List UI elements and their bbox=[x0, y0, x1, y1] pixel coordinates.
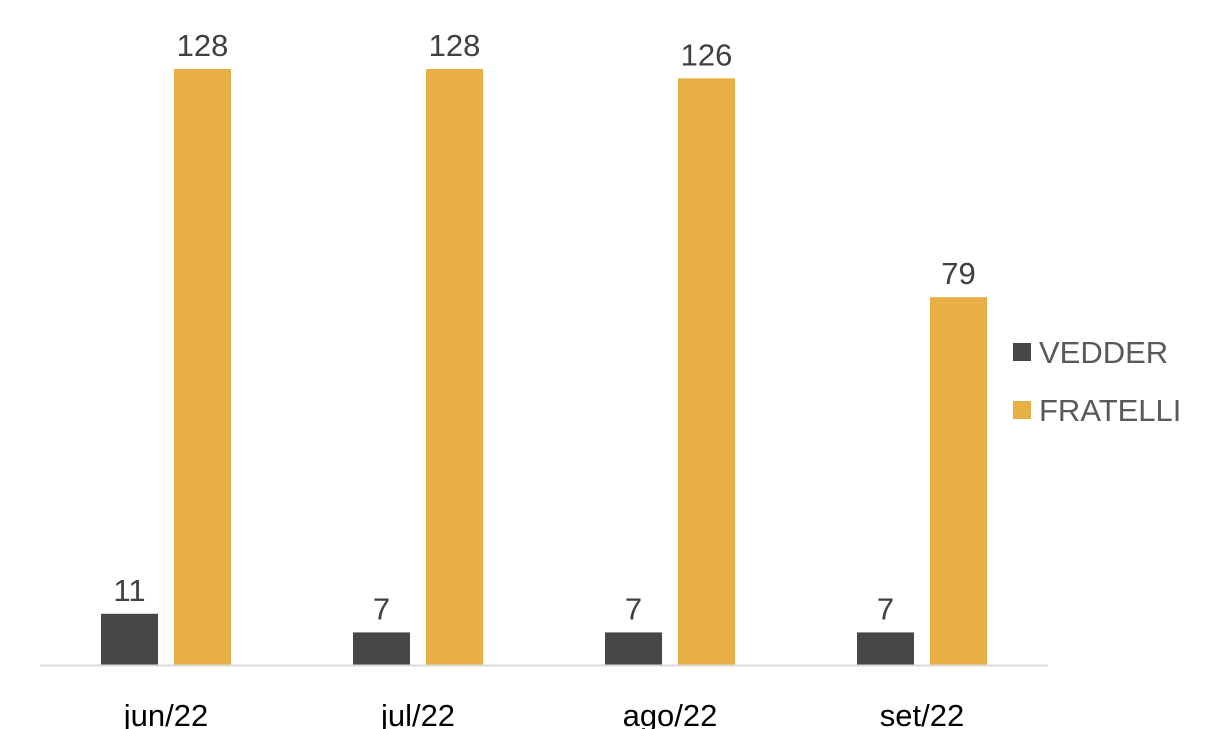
legend: VEDDER FRATELLI bbox=[1013, 335, 1181, 428]
chart-bars bbox=[101, 69, 987, 665]
bar-fratelli-3 bbox=[678, 78, 735, 665]
data-label-fratelli-2: 128 bbox=[429, 28, 481, 63]
bar-vedder-2 bbox=[353, 632, 410, 665]
data-label-vedder-3: 7 bbox=[625, 591, 642, 626]
x-tick-label-1: jun/22 bbox=[123, 698, 208, 729]
x-tick-label-3: ago/22 bbox=[623, 698, 718, 729]
chart-data-labels: 11 128 7 128 7 126 7 79 bbox=[113, 28, 975, 626]
bar-vedder-1 bbox=[101, 613, 158, 665]
bar-fratelli-1 bbox=[174, 69, 231, 665]
bar-fratelli-2 bbox=[426, 69, 483, 665]
bar-vedder-3 bbox=[605, 632, 662, 665]
data-label-fratelli-1: 128 bbox=[177, 28, 229, 63]
data-label-fratelli-4: 79 bbox=[941, 256, 975, 291]
bar-fratelli-4 bbox=[930, 297, 987, 665]
data-label-vedder-4: 7 bbox=[877, 591, 894, 626]
legend-swatch-fratelli bbox=[1013, 401, 1031, 419]
bar-vedder-4 bbox=[857, 632, 914, 665]
data-label-vedder-2: 7 bbox=[373, 591, 390, 626]
data-label-fratelli-3: 126 bbox=[681, 37, 733, 72]
x-tick-label-2: jul/22 bbox=[380, 698, 455, 729]
legend-label-fratelli: FRATELLI bbox=[1039, 393, 1181, 428]
x-tick-label-4: set/22 bbox=[880, 698, 964, 729]
data-label-vedder-1: 11 bbox=[113, 573, 145, 608]
legend-label-vedder: VEDDER bbox=[1039, 335, 1168, 370]
x-axis-tick-labels: jun/22 jul/22 ago/22 set/22 bbox=[123, 698, 964, 729]
legend-swatch-vedder bbox=[1013, 343, 1031, 361]
